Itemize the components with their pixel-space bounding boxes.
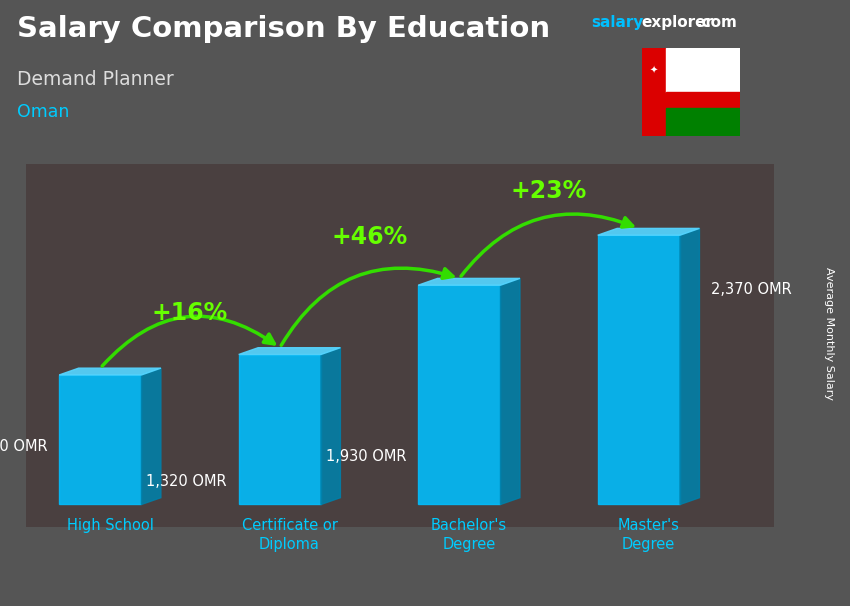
- FancyArrowPatch shape: [281, 268, 453, 345]
- Polygon shape: [598, 228, 700, 235]
- Polygon shape: [418, 278, 520, 285]
- Bar: [666, 108, 740, 136]
- FancyArrowPatch shape: [461, 214, 632, 276]
- Bar: [666, 48, 740, 92]
- Polygon shape: [141, 368, 161, 504]
- Text: 1,930 OMR: 1,930 OMR: [326, 449, 406, 464]
- Text: Bachelor's
Degree: Bachelor's Degree: [431, 518, 507, 551]
- Text: Salary Comparison By Education: Salary Comparison By Education: [17, 15, 550, 43]
- Bar: [642, 48, 666, 136]
- Polygon shape: [239, 348, 340, 355]
- Text: Master's
Degree: Master's Degree: [618, 518, 679, 551]
- Text: Oman: Oman: [17, 103, 70, 121]
- Text: Certificate or
Diploma: Certificate or Diploma: [241, 518, 337, 551]
- Text: +46%: +46%: [332, 225, 408, 249]
- Text: High School: High School: [66, 518, 154, 533]
- Polygon shape: [680, 228, 700, 504]
- Text: Average Monthly Salary: Average Monthly Salary: [824, 267, 834, 400]
- Bar: [239, 355, 321, 504]
- Text: .com: .com: [697, 15, 738, 30]
- Bar: [418, 285, 501, 504]
- Polygon shape: [321, 348, 340, 504]
- Polygon shape: [60, 368, 161, 375]
- Text: ✦: ✦: [650, 65, 658, 76]
- Text: explorer: explorer: [642, 15, 714, 30]
- Text: +23%: +23%: [511, 179, 587, 204]
- Text: 2,370 OMR: 2,370 OMR: [711, 282, 792, 296]
- Polygon shape: [501, 278, 520, 504]
- Bar: [598, 235, 680, 504]
- Bar: [60, 375, 141, 504]
- Text: 1,140 OMR: 1,140 OMR: [0, 439, 48, 454]
- Text: 1,320 OMR: 1,320 OMR: [146, 474, 227, 490]
- Text: salary: salary: [591, 15, 643, 30]
- Text: Demand Planner: Demand Planner: [17, 70, 173, 88]
- Bar: [666, 92, 740, 108]
- Text: +16%: +16%: [152, 301, 228, 325]
- FancyArrowPatch shape: [102, 316, 275, 366]
